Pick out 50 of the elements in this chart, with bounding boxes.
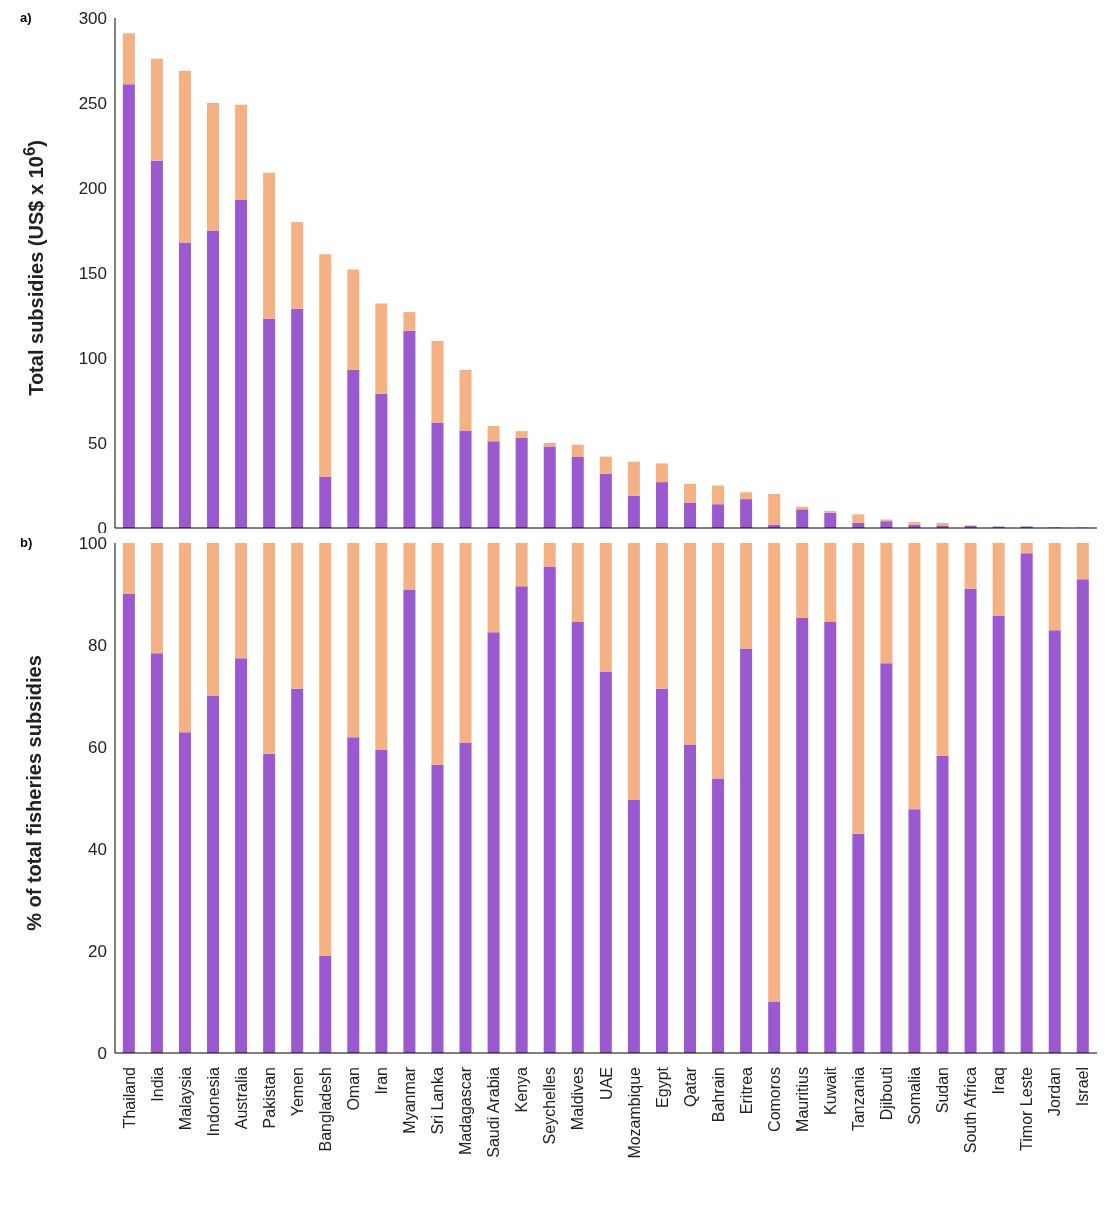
y-tick-label: 50 bbox=[88, 434, 107, 454]
x-tick-label: Mauritius bbox=[793, 1067, 811, 1132]
y-tick-label: 100 bbox=[78, 349, 107, 369]
x-tick-label: Thailand bbox=[120, 1067, 138, 1129]
x-tick-label: Mozambique bbox=[625, 1066, 643, 1159]
y-tick-label: 150 bbox=[78, 264, 107, 284]
x-tick-label: Djibouti bbox=[878, 1067, 896, 1121]
y-tick-label: 200 bbox=[78, 179, 107, 199]
x-tick-label: India bbox=[148, 1066, 166, 1102]
x-tick-label: Myanmar bbox=[401, 1066, 419, 1134]
x-tick-label: Timor Leste bbox=[1018, 1066, 1036, 1151]
x-tick-label: Malaysia bbox=[176, 1066, 194, 1131]
x-tick-label: Bahrain bbox=[709, 1067, 727, 1123]
x-tick-label: Maldives bbox=[569, 1067, 587, 1131]
y-tick-label: 0 bbox=[97, 1044, 107, 1064]
x-tick-label: Iran bbox=[373, 1067, 391, 1095]
x-tick-label: Iraq bbox=[990, 1067, 1008, 1095]
x-tick-label: South Africa bbox=[962, 1066, 980, 1154]
x-tick-label: Saudi Arabia bbox=[485, 1066, 503, 1158]
x-tick-label: Indonesia bbox=[204, 1066, 222, 1137]
x-tick-label: UAE bbox=[597, 1067, 615, 1100]
x-tick-label: Somalia bbox=[906, 1066, 924, 1125]
x-tick-label: Bangladesh bbox=[316, 1067, 334, 1152]
x-tick-label: Sri Lanka bbox=[429, 1066, 447, 1135]
y-tick-label: 20 bbox=[88, 942, 107, 962]
x-tick-label: Kenya bbox=[513, 1066, 531, 1113]
y-tick-label: 80 bbox=[88, 636, 107, 656]
x-tick-label: Kuwait bbox=[821, 1066, 839, 1116]
x-tick-label: Jordan bbox=[1046, 1067, 1064, 1116]
x-tick-label: Madagascar bbox=[457, 1066, 475, 1156]
y-tick-label: 100 bbox=[78, 534, 107, 554]
x-tick-label: Egypt bbox=[653, 1066, 671, 1108]
text: a) bbox=[20, 10, 32, 25]
x-tick-label: Comoros bbox=[765, 1067, 783, 1132]
y-tick-label: 250 bbox=[78, 94, 107, 114]
x-tick-label: Qatar bbox=[681, 1066, 699, 1108]
y-tick-label: 60 bbox=[88, 738, 107, 758]
y-tick-label: 300 bbox=[78, 9, 107, 29]
x-tick-label: Tanzania bbox=[850, 1066, 868, 1132]
text: b) bbox=[20, 535, 33, 550]
y-axis-title: % of total fisheries subsidies bbox=[22, 655, 46, 931]
x-tick-label: Israel bbox=[1074, 1067, 1092, 1107]
x-tick-label: Seychelles bbox=[541, 1067, 559, 1145]
x-tick-label: Sudan bbox=[934, 1067, 952, 1114]
x-tick-label: Pakistan bbox=[260, 1067, 278, 1129]
x-tick-label: Australia bbox=[232, 1066, 250, 1130]
x-tick-label: Oman bbox=[344, 1067, 362, 1111]
x-tick-label: Yemen bbox=[288, 1067, 306, 1117]
y-tick-label: 40 bbox=[88, 840, 107, 860]
x-tick-label: Eritrea bbox=[737, 1066, 755, 1115]
